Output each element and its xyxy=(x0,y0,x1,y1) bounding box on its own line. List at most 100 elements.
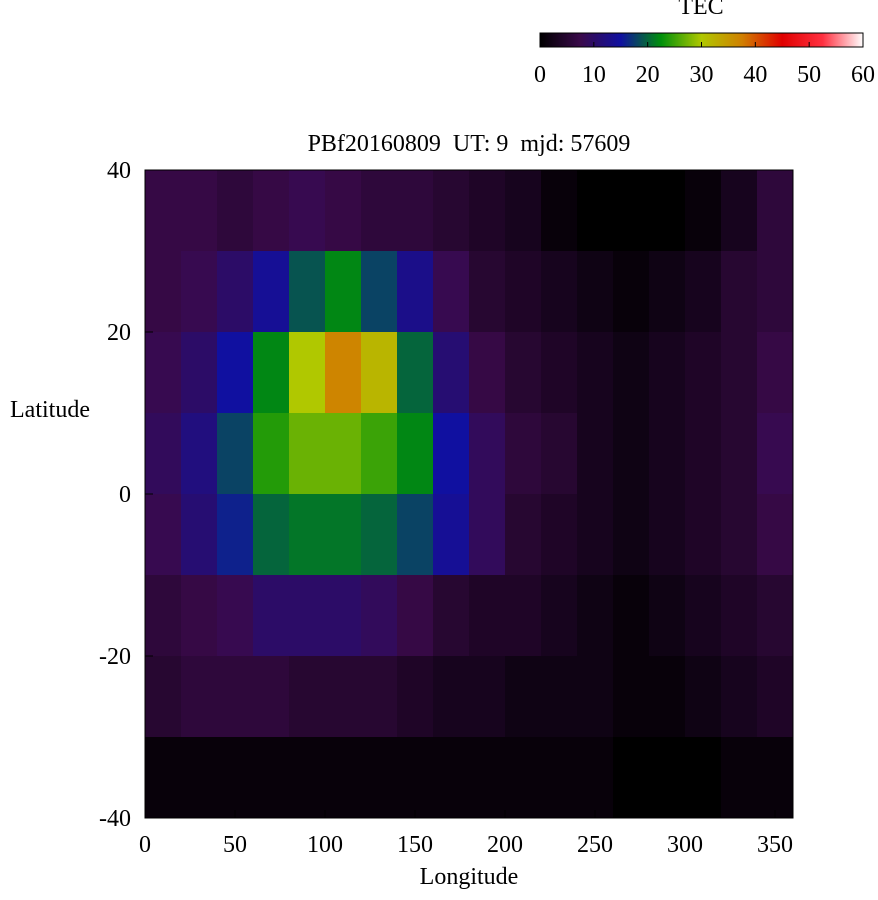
heatmap-cell xyxy=(721,494,758,576)
heatmap-cell xyxy=(541,251,578,333)
heatmap-cell xyxy=(541,737,578,819)
heatmap-cell xyxy=(541,494,578,576)
heatmap-cell xyxy=(505,575,542,657)
heatmap-cell xyxy=(361,332,398,414)
heatmap-cell xyxy=(685,413,722,495)
heatmap-cell xyxy=(577,251,614,333)
heatmap-cell xyxy=(397,575,434,657)
heatmap-cell xyxy=(685,332,722,414)
heatmap-cell xyxy=(649,737,686,819)
heatmap-cell xyxy=(685,170,722,252)
heatmap-cell xyxy=(577,170,614,252)
heatmap-cell xyxy=(505,413,542,495)
heatmap-cell xyxy=(433,170,470,252)
heatmap-cell xyxy=(757,170,794,252)
heatmap-cell xyxy=(721,656,758,738)
heatmap-cell xyxy=(145,413,182,495)
heatmap-cell xyxy=(397,737,434,819)
heatmap-cell xyxy=(325,170,362,252)
heatmap-cell xyxy=(181,656,218,738)
heatmap-cell xyxy=(649,656,686,738)
y-tick-label: 20 xyxy=(107,320,131,346)
heatmap-cell xyxy=(325,737,362,819)
heatmap-cell xyxy=(721,413,758,495)
colorbar-tick-label: 40 xyxy=(743,62,767,88)
heatmap-cell xyxy=(721,737,758,819)
heatmap-cell xyxy=(721,251,758,333)
x-tick-label: 350 xyxy=(757,832,793,858)
heatmap-cell xyxy=(181,251,218,333)
y-tick-label: 40 xyxy=(107,158,131,184)
heatmap-cell xyxy=(325,251,362,333)
heatmap-cell xyxy=(757,332,794,414)
y-axis-label: Latitude xyxy=(10,397,90,423)
heatmap-cell xyxy=(289,575,326,657)
heatmap-cell xyxy=(361,494,398,576)
heatmap-cell xyxy=(361,656,398,738)
heatmap-cell xyxy=(685,656,722,738)
heatmap-cell xyxy=(289,251,326,333)
heatmap-cell xyxy=(181,170,218,252)
heatmap-cell xyxy=(397,413,434,495)
heatmap-cell xyxy=(397,170,434,252)
heatmap-cell xyxy=(325,575,362,657)
heatmap-cell xyxy=(613,332,650,414)
heatmap-cell xyxy=(685,575,722,657)
heatmap-cell xyxy=(181,413,218,495)
heatmap-cell xyxy=(289,170,326,252)
x-tick-label: 200 xyxy=(487,832,523,858)
heatmap-cell xyxy=(685,251,722,333)
heatmap-cell xyxy=(145,332,182,414)
heatmap-cell xyxy=(217,737,254,819)
heatmap-cell xyxy=(253,251,290,333)
heatmap-cell xyxy=(325,332,362,414)
heatmap-cell xyxy=(253,413,290,495)
heatmap-cell xyxy=(613,737,650,819)
y-tick-label: -20 xyxy=(99,644,131,670)
colorbar-tick-label: 60 xyxy=(851,62,875,88)
heatmap-cell xyxy=(145,170,182,252)
heatmap-cell xyxy=(361,737,398,819)
heatmap-cell xyxy=(649,575,686,657)
heatmap-cell xyxy=(469,575,506,657)
heatmap-cell xyxy=(361,251,398,333)
heatmap-cell xyxy=(649,413,686,495)
heatmap-cell xyxy=(541,656,578,738)
heatmap-cell xyxy=(757,494,794,576)
heatmap-cell xyxy=(397,332,434,414)
heatmap-cell xyxy=(289,656,326,738)
heatmap-cell xyxy=(217,251,254,333)
heatmap-cell xyxy=(757,737,794,819)
heatmap-cell xyxy=(469,494,506,576)
heatmap-cell xyxy=(433,413,470,495)
heatmap-cell xyxy=(253,170,290,252)
heatmap-cell xyxy=(145,251,182,333)
y-tick-label: 0 xyxy=(119,482,131,508)
heatmap-cell xyxy=(145,494,182,576)
heatmap-cell xyxy=(469,656,506,738)
colorbar-tick-label: 20 xyxy=(636,62,660,88)
heatmap-cell xyxy=(613,170,650,252)
colorbar-tick-label: 30 xyxy=(690,62,714,88)
x-axis-label: Longitude xyxy=(420,864,519,890)
heatmap-cell xyxy=(325,656,362,738)
y-tick-label: -40 xyxy=(99,806,131,832)
heatmap-cell xyxy=(433,332,470,414)
heatmap-cell xyxy=(541,170,578,252)
x-tick-label: 100 xyxy=(307,832,343,858)
colorbar-title: TEC xyxy=(678,0,723,20)
heatmap-cell xyxy=(505,170,542,252)
heatmap-cell xyxy=(577,575,614,657)
heatmap-cell xyxy=(397,251,434,333)
heatmap-cell xyxy=(541,575,578,657)
heatmap-cell xyxy=(325,413,362,495)
heatmap-cell xyxy=(757,575,794,657)
heatmap-cell xyxy=(181,332,218,414)
heatmap-cell xyxy=(433,656,470,738)
heatmap-cell xyxy=(469,413,506,495)
heatmap-cell xyxy=(577,494,614,576)
heatmap-cell xyxy=(577,737,614,819)
x-tick-label: 50 xyxy=(223,832,247,858)
heatmap-cell xyxy=(217,656,254,738)
